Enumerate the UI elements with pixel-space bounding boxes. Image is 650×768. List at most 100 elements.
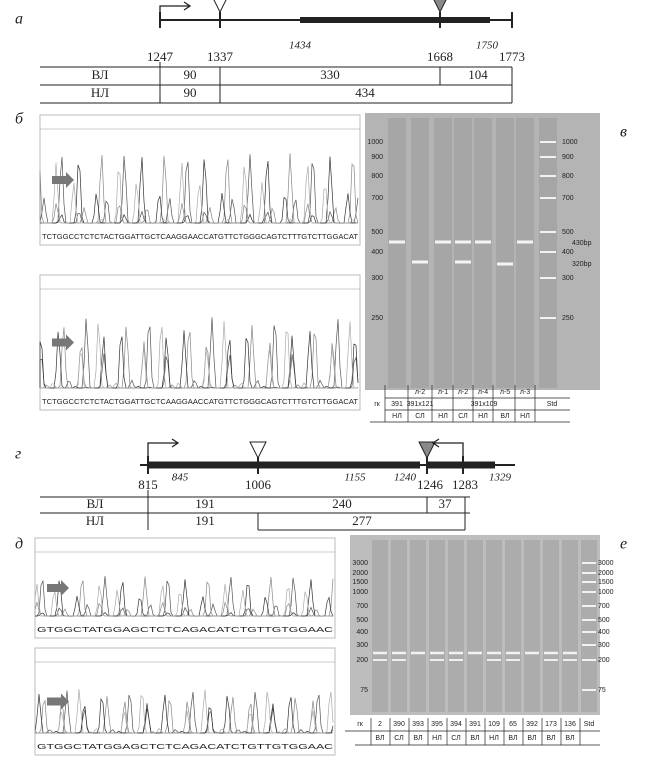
label: 300 bbox=[598, 642, 610, 649]
cell: 2 bbox=[378, 721, 382, 728]
chromatogram-frame bbox=[39, 114, 361, 246]
label: 1500 bbox=[352, 579, 368, 586]
label: НЛ bbox=[91, 85, 109, 100]
label: 1000 bbox=[352, 589, 368, 596]
label: 90 bbox=[184, 67, 197, 82]
label: 300 bbox=[371, 275, 383, 282]
cell: 136 bbox=[564, 721, 576, 728]
lane bbox=[388, 118, 406, 388]
label: 900 bbox=[562, 154, 574, 161]
label: 3000 bbox=[598, 560, 614, 567]
label: 1750 bbox=[476, 40, 499, 52]
site-marker bbox=[433, 0, 447, 14]
panel-label: е bbox=[620, 536, 627, 553]
label: 1000 bbox=[367, 139, 383, 146]
label: 900 bbox=[371, 154, 383, 161]
cell: НЛ bbox=[489, 735, 499, 742]
label: 90 bbox=[184, 85, 197, 100]
lane bbox=[543, 540, 559, 712]
cell: 395 bbox=[431, 721, 443, 728]
label: 430bp bbox=[572, 240, 592, 247]
label: 700 bbox=[562, 195, 574, 202]
trace bbox=[40, 156, 358, 224]
label: 845 bbox=[172, 472, 189, 484]
label: 400 bbox=[562, 249, 574, 256]
cell: НЛ bbox=[520, 413, 530, 420]
label: 700 bbox=[598, 603, 610, 610]
site-marker bbox=[249, 441, 267, 460]
label: 1246 bbox=[417, 477, 444, 492]
label: 800 bbox=[371, 173, 383, 180]
lane bbox=[505, 540, 521, 712]
label: 2000 bbox=[598, 570, 614, 577]
label: 300 bbox=[356, 642, 368, 649]
label: 330 bbox=[320, 67, 340, 82]
sequence: GTGGCTATGGAGCTCTCAGACATCTGTTGTGGAAC bbox=[37, 744, 333, 751]
cell: 391х109 bbox=[471, 401, 498, 408]
label: 400 bbox=[598, 629, 610, 636]
trace bbox=[39, 321, 358, 389]
label: 1283 bbox=[452, 477, 478, 492]
label: ВЛ bbox=[92, 67, 109, 82]
cell: НЛ bbox=[392, 413, 402, 420]
panel-label: г bbox=[15, 446, 21, 463]
label: 2000 bbox=[352, 570, 368, 577]
lane bbox=[474, 118, 492, 388]
cell: ВЛ bbox=[546, 735, 556, 742]
lane bbox=[516, 118, 534, 388]
trace bbox=[34, 689, 334, 734]
lane bbox=[410, 540, 426, 712]
label: 191 bbox=[195, 496, 215, 511]
cell: НЛ bbox=[478, 413, 488, 420]
label: 104 bbox=[468, 67, 488, 82]
panel-label: а bbox=[15, 11, 23, 28]
label: 200 bbox=[356, 657, 368, 664]
primer-arrow bbox=[431, 438, 464, 457]
lane-label: л-2 bbox=[415, 389, 425, 396]
lane bbox=[486, 540, 502, 712]
label: 1500 bbox=[598, 579, 614, 586]
chromatogram-frame bbox=[39, 274, 361, 411]
trace bbox=[39, 162, 359, 224]
sequence: TCTGGCCTCTCTACTGGATTGCTCAAGGAACCATGTTCTG… bbox=[42, 234, 359, 241]
table-bg bbox=[370, 390, 570, 425]
label: 1000 bbox=[598, 589, 614, 596]
cell: 394 bbox=[450, 721, 462, 728]
cell: ВЛ bbox=[565, 735, 575, 742]
arrow-marker bbox=[52, 172, 74, 188]
label: 1337 bbox=[207, 49, 234, 64]
lane bbox=[434, 118, 452, 388]
cell: НЛ bbox=[438, 413, 448, 420]
cell: ВЛ bbox=[470, 735, 480, 742]
cell: ВЛ bbox=[413, 735, 423, 742]
primer-arrow bbox=[159, 1, 192, 20]
lane bbox=[496, 118, 514, 388]
lane bbox=[524, 540, 540, 712]
label: 320bp bbox=[572, 261, 592, 268]
label: 700 bbox=[371, 195, 383, 202]
label: 300 bbox=[562, 275, 574, 282]
chromatogram-frame bbox=[34, 537, 336, 639]
label: 1247 bbox=[147, 49, 174, 64]
lane-label: л-5 bbox=[500, 389, 510, 396]
lane bbox=[372, 540, 388, 712]
cell: 392 bbox=[526, 721, 538, 728]
lane bbox=[467, 540, 483, 712]
lane bbox=[429, 540, 445, 712]
cell: ВЛ bbox=[375, 735, 385, 742]
label: 1006 bbox=[245, 477, 272, 492]
primer-arrow bbox=[147, 438, 180, 457]
label: 75 bbox=[360, 687, 368, 694]
arrow-marker bbox=[47, 580, 69, 596]
chromatogram-frame bbox=[34, 647, 336, 756]
lane bbox=[391, 540, 407, 712]
cell: Std bbox=[584, 721, 595, 728]
label: 200 bbox=[598, 657, 610, 664]
label: 500 bbox=[371, 229, 383, 236]
label: 500 bbox=[598, 617, 610, 624]
lane-label: л-3 bbox=[520, 389, 530, 396]
cell: ВЛ bbox=[527, 735, 537, 742]
sequence: TCTGGCCTCTCTACTGGATTGCTCAAGGAACCATGTTCTG… bbox=[42, 399, 359, 406]
label: 800 bbox=[562, 173, 574, 180]
